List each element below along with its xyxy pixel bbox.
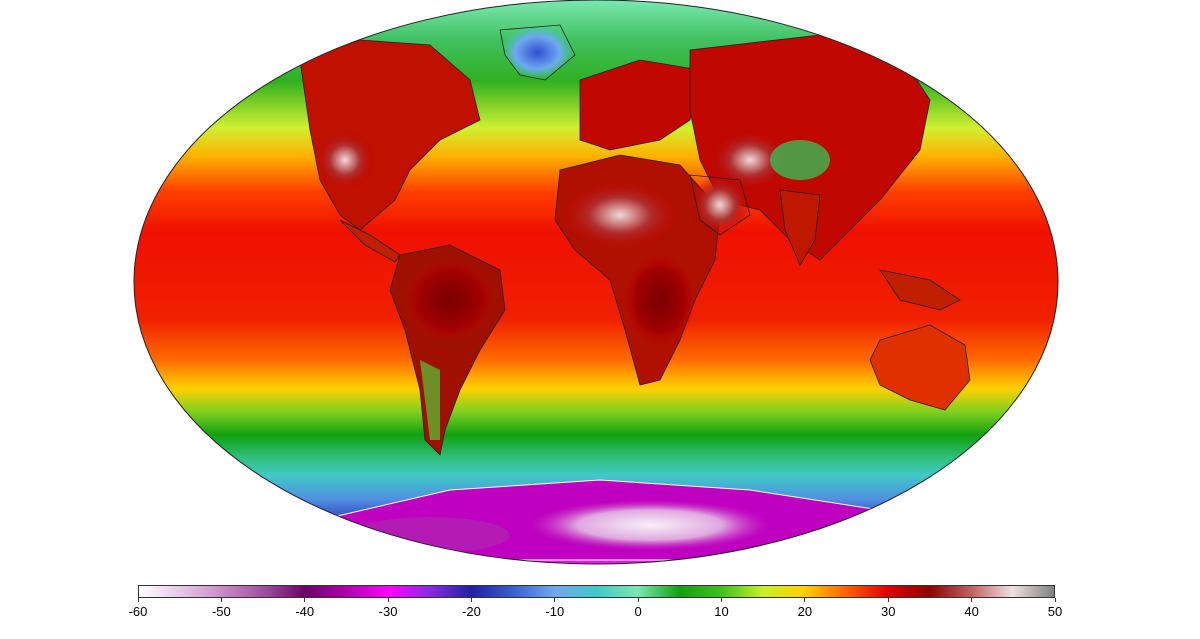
colorbar-tick-label: 30	[881, 604, 896, 619]
colorbar-tick-label: -50	[211, 604, 231, 619]
colorbar-tick-mark	[220, 598, 222, 602]
colorbar-tick-mark	[887, 598, 889, 602]
colorbar-tick-label: 20	[797, 604, 813, 619]
colorbar-tick-mark	[971, 598, 973, 602]
colorbar-tick-mark	[304, 598, 306, 602]
colorbar-tick-label: -20	[462, 604, 481, 619]
colorbar-tick-label: 40	[964, 604, 979, 619]
colorbar-tick-label: -30	[378, 604, 398, 619]
colorbar-tick-labels: -60 -50 -40 -30 -20 -10 0 10 20 30 40 50	[0, 598, 1200, 628]
colorbar-tick-mark	[137, 598, 139, 602]
colorbar-tick-label: -10	[545, 604, 565, 619]
colorbar-tick-mark	[554, 598, 556, 602]
globe-surface	[134, 0, 1058, 564]
maritime-asia-landmass	[879, 269, 961, 311]
australia-landmass	[869, 324, 971, 411]
colorbar-tick-mark	[637, 598, 639, 602]
central-america-landmass	[339, 219, 401, 263]
colorbar-tick-mark	[470, 598, 472, 602]
globe-outline	[133, 0, 1059, 565]
colorbar-tick-mark	[387, 598, 389, 602]
colorbar-tick-mark	[721, 598, 723, 602]
europe-landmass	[579, 59, 701, 151]
colorbar-tick-label: -60	[128, 604, 148, 619]
world-temperature-map	[133, 0, 1059, 565]
colorbar-tick-label: 50	[1047, 604, 1063, 619]
temperature-colorbar	[138, 585, 1055, 598]
colorbar-tick-label: -40	[295, 604, 315, 619]
colorbar-tick-label: 10	[714, 604, 729, 619]
colorbar-tick-label: 0	[634, 604, 642, 619]
arabia-landmass	[689, 174, 751, 236]
colorbar-tick-mark	[1054, 598, 1056, 602]
india-landmass	[779, 189, 821, 266]
colorbar-tick-mark	[804, 598, 806, 602]
greenland-landmass	[499, 24, 576, 81]
